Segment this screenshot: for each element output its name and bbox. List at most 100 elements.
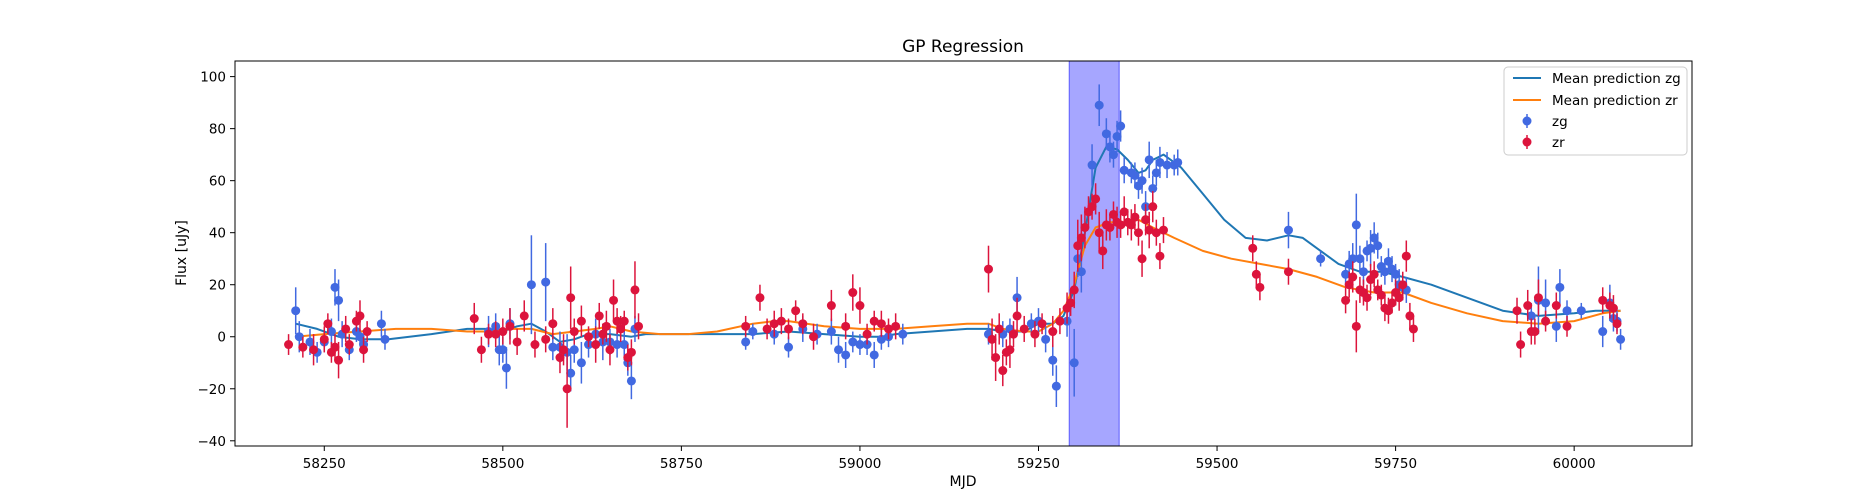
data-point-zg <box>1151 168 1161 178</box>
data-point-zg <box>1283 225 1293 235</box>
data-point-zg <box>376 319 386 329</box>
data-point-zg <box>826 327 836 337</box>
data-point-zg <box>326 327 336 337</box>
data-point-zg <box>1555 282 1565 292</box>
data-point-zr <box>1394 293 1404 303</box>
data-point-zg <box>1551 321 1561 331</box>
data-point-zg <box>1119 165 1129 175</box>
legend-box <box>1503 66 1688 156</box>
data-point-zg <box>334 295 344 305</box>
data-point-zr <box>862 329 872 339</box>
data-point-zr <box>1141 215 1151 225</box>
data-point-zr <box>362 327 372 337</box>
data-point-zg <box>330 282 340 292</box>
data-point-zg <box>498 345 508 355</box>
data-point-zg <box>1526 311 1536 321</box>
data-point-zr <box>798 319 808 329</box>
data-point-zg <box>1148 183 1158 193</box>
data-point-zr <box>1405 311 1415 321</box>
x-tick-label: 59000 <box>838 456 881 472</box>
data-point-zr <box>1126 220 1136 230</box>
data-point-zg <box>1069 358 1079 368</box>
legend-marker-zr <box>1522 137 1532 147</box>
data-point-zg <box>1358 267 1368 277</box>
data-point-zr <box>755 293 765 303</box>
data-point-zg <box>1348 254 1358 264</box>
data-point-zr <box>541 334 551 344</box>
data-point-zr <box>1408 324 1418 334</box>
y-tick-label: −40 <box>198 434 227 450</box>
data-point-zr <box>505 321 515 331</box>
data-point-zr <box>1037 319 1047 329</box>
data-point-zg <box>1162 160 1172 170</box>
data-point-zr <box>555 353 565 363</box>
data-point-zr <box>1148 202 1158 212</box>
data-point-zr <box>983 264 993 274</box>
data-point-zg <box>1316 254 1326 264</box>
data-point-zr <box>1387 298 1397 308</box>
data-point-zg <box>1101 129 1111 139</box>
data-point-zr <box>344 340 354 350</box>
legend-label-zr: zr <box>1552 135 1565 151</box>
data-point-zr <box>626 347 636 357</box>
legend-label-mean-zr: Mean prediction zr <box>1552 93 1678 109</box>
data-point-zr <box>323 319 333 329</box>
data-point-zr <box>998 366 1008 376</box>
data-point-zr <box>519 311 529 321</box>
data-point-zg <box>305 337 315 347</box>
x-tick-label: 60000 <box>1553 456 1596 472</box>
data-point-zg <box>355 332 365 342</box>
data-point-zr <box>1158 225 1168 235</box>
data-point-zr <box>605 345 615 355</box>
data-point-zg <box>898 329 908 339</box>
data-point-zg <box>876 334 886 344</box>
y-axis: −40 −20 0 20 40 60 80 100 <box>198 70 235 450</box>
data-point-zr <box>1351 321 1361 331</box>
data-point-zr <box>1598 295 1608 305</box>
data-point-zr <box>1341 295 1351 305</box>
data-point-zr <box>1080 222 1090 232</box>
data-point-zg <box>841 350 851 360</box>
data-point-zg <box>1562 306 1572 316</box>
data-point-zr <box>1144 225 1154 235</box>
data-point-zr <box>1073 241 1083 251</box>
x-tick-label: 58750 <box>660 456 703 472</box>
data-point-zr <box>1533 293 1543 303</box>
y-tick-label: 40 <box>209 226 226 242</box>
data-point-zg <box>1383 256 1393 266</box>
data-point-zr <box>884 324 894 334</box>
data-point-zr <box>498 327 508 337</box>
data-point-zr <box>1155 251 1165 261</box>
data-point-zg <box>526 280 536 290</box>
legend: Mean prediction zg Mean prediction zr zg… <box>1503 66 1688 156</box>
x-tick-label: 59500 <box>1196 456 1239 472</box>
data-point-zr <box>1401 251 1411 261</box>
data-point-zg <box>1616 334 1626 344</box>
x-tick-label: 58250 <box>303 456 346 472</box>
data-point-zr <box>1255 282 1265 292</box>
data-point-zr <box>598 329 608 339</box>
data-point-zr <box>769 319 779 329</box>
data-point-zr <box>562 384 572 394</box>
data-point-zg <box>1094 100 1104 110</box>
data-point-zr <box>991 353 1001 363</box>
data-point-zr <box>469 314 479 324</box>
data-point-zg <box>1541 298 1551 308</box>
data-point-zr <box>1048 327 1058 337</box>
data-point-zr <box>1551 301 1561 311</box>
data-point-zr <box>762 324 772 334</box>
y-tick-label: 0 <box>217 330 226 346</box>
data-point-zg <box>1087 160 1097 170</box>
data-point-zr <box>784 324 794 334</box>
data-point-zr <box>987 334 997 344</box>
data-point-zr <box>609 295 619 305</box>
data-point-zr <box>809 332 819 342</box>
data-point-zg <box>1048 355 1058 365</box>
data-point-zr <box>355 311 365 321</box>
data-point-zg <box>548 342 558 352</box>
highlight-band <box>1068 61 1120 446</box>
data-point-zr <box>1383 306 1393 316</box>
data-point-zr <box>1030 329 1040 339</box>
data-point-zr <box>1133 228 1143 238</box>
